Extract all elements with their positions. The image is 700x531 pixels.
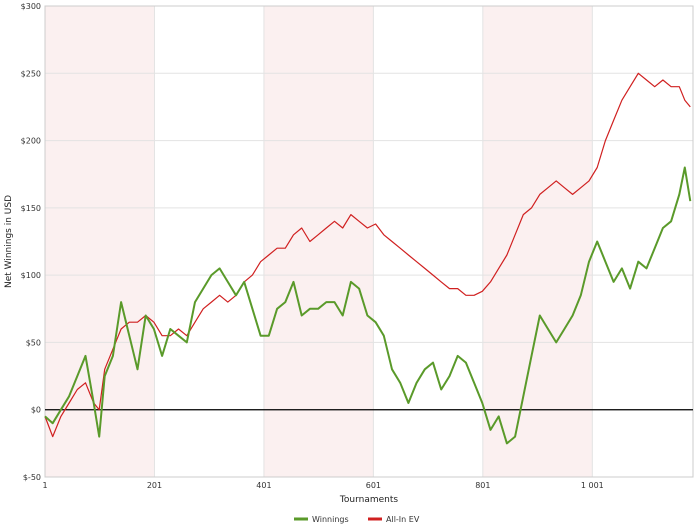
legend-label-winnings: Winnings [312,515,349,524]
shaded-band-2 [263,6,374,477]
shaded-bands [45,6,593,477]
x-tick-label-1: 1 [42,481,47,490]
y-tick-label-7: $250 [21,69,41,78]
shaded-band-1 [45,6,155,477]
legend: Winnings All-In EV [294,515,420,524]
y-tick-label-2: $0 [31,406,41,415]
y-tick-label-5: $150 [21,204,41,213]
x-tick-label-6: 1 001 [581,481,604,490]
y-tick-label-1: $-50 [23,473,41,482]
y-tick-label-3: $50 [26,338,41,347]
x-axis-ticks: 1 201 401 601 801 1 001 [42,481,603,490]
y-tick-label-8: $300 [21,2,41,11]
series-lines [44,72,692,445]
plot-frame [44,5,694,478]
x-tick-label-3: 401 [256,481,271,490]
series-line-all-in-ev [44,72,691,438]
y-axis-title: Net Winnings in USD [4,195,14,288]
y-tick-label-4: $100 [21,271,41,280]
x-tick-label-4: 601 [366,481,381,490]
shaded-band-3 [482,6,593,477]
legend-label-all-in-ev: All-In EV [386,515,420,524]
x-tick-label-5: 801 [475,481,490,490]
y-tick-label-6: $200 [21,137,41,146]
series-line-winnings [44,166,692,445]
y-axis-ticks: $-50 $0 $50 $100 $150 $200 $250 $300 [21,2,41,482]
x-axis-title: Tournaments [339,495,398,505]
x-tick-label-2: 201 [147,481,162,490]
